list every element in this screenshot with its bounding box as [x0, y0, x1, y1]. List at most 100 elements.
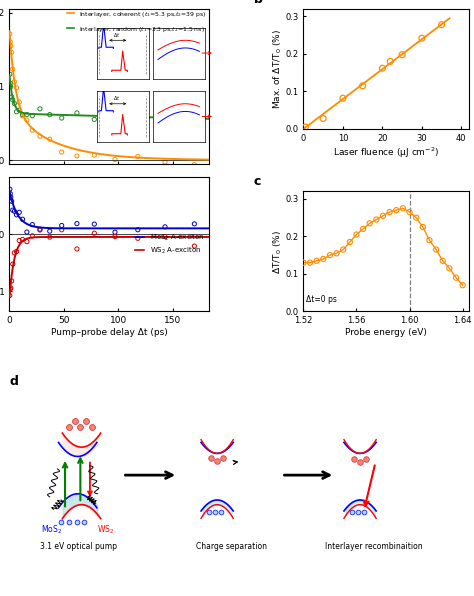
Point [6, 184, 14, 194]
Text: d: d [9, 375, 18, 388]
Point [88, 422, 96, 432]
Point [326, 250, 334, 260]
Point [8, 92, 16, 102]
Point [16, 97, 23, 107]
Point [10, 77, 18, 86]
Point [36, 225, 44, 234]
Point [191, 219, 198, 229]
Point [7, 82, 15, 92]
Point [65, 517, 73, 526]
Point [134, 151, 142, 161]
Point [16, 207, 23, 217]
Point [161, 232, 169, 241]
Point [8, 48, 16, 57]
Point [65, 422, 73, 432]
Point [10, 99, 18, 108]
Point [36, 132, 44, 141]
Point [111, 232, 119, 241]
Point [13, 210, 20, 219]
Point [9, 259, 17, 269]
Point [306, 258, 314, 268]
Point [426, 235, 433, 245]
Point [58, 225, 65, 235]
Y-axis label: Max. of ΔT/T$_0$ (%): Max. of ΔT/T$_0$ (%) [272, 29, 284, 109]
Point [219, 453, 227, 462]
Text: b: b [254, 0, 263, 6]
Point [19, 235, 27, 244]
Point [91, 114, 98, 124]
Point [446, 263, 453, 273]
Point [28, 111, 36, 120]
Point [10, 248, 18, 257]
Point [392, 206, 400, 215]
Point [208, 453, 215, 462]
Point [13, 83, 20, 92]
Point [398, 50, 406, 60]
Text: Interlayer recombinaition: Interlayer recombinaition [325, 542, 422, 551]
Point [28, 125, 36, 135]
Point [7, 38, 14, 47]
Point [111, 228, 119, 237]
Point [333, 249, 340, 258]
Point [355, 508, 362, 517]
Point [211, 508, 219, 517]
Point [300, 258, 307, 268]
X-axis label: Pump–probe delay Δt (ps): Pump–probe delay Δt (ps) [51, 328, 167, 337]
Point [313, 256, 320, 266]
Point [16, 236, 23, 246]
Point [46, 226, 54, 236]
Point [161, 157, 169, 167]
Point [359, 224, 367, 234]
Point [23, 237, 31, 246]
Point [19, 111, 27, 120]
Point [6, 29, 14, 39]
Text: Δt=0 ps: Δt=0 ps [306, 295, 337, 304]
Point [373, 215, 380, 224]
Point [206, 508, 213, 517]
Point [73, 108, 81, 117]
Point [73, 517, 80, 526]
Point [36, 225, 44, 235]
Point [134, 225, 142, 235]
Point [439, 256, 447, 266]
Point [28, 231, 36, 241]
Point [73, 244, 81, 254]
Point [7, 79, 14, 88]
Point [386, 207, 393, 217]
Point [419, 222, 427, 232]
Point [36, 104, 44, 114]
Point [58, 113, 65, 123]
Point [7, 41, 15, 51]
Point [412, 213, 420, 222]
Y-axis label: ΔT/T$_0$ (%): ΔT/T$_0$ (%) [272, 229, 284, 274]
Point [350, 454, 358, 464]
Point [301, 122, 309, 132]
Point [91, 219, 98, 229]
Point [353, 230, 360, 240]
Point [362, 454, 370, 464]
Point [386, 57, 394, 66]
Point [81, 517, 88, 526]
Legend: Interlayer, coherent ($t_1$=5.3 ps,$t_2$=39 ps), Interlayer, random ($t_1$=3.3 p: Interlayer, coherent ($t_1$=5.3 ps,$t_2$… [66, 9, 208, 34]
Point [8, 276, 16, 285]
Point [91, 228, 98, 238]
Point [46, 232, 54, 242]
Point [432, 245, 440, 254]
Point [7, 283, 15, 293]
Point [399, 203, 407, 213]
Point [19, 215, 27, 224]
Point [77, 422, 84, 432]
Point [459, 280, 466, 290]
Point [339, 94, 346, 103]
Point [319, 254, 327, 263]
Text: Charge separation: Charge separation [196, 542, 267, 551]
Point [8, 197, 16, 206]
Point [339, 245, 347, 254]
Point [379, 63, 386, 73]
Point [161, 117, 169, 126]
Point [7, 189, 14, 198]
Point [346, 237, 354, 247]
Point [418, 33, 426, 43]
Point [9, 95, 17, 104]
Point [356, 457, 364, 467]
